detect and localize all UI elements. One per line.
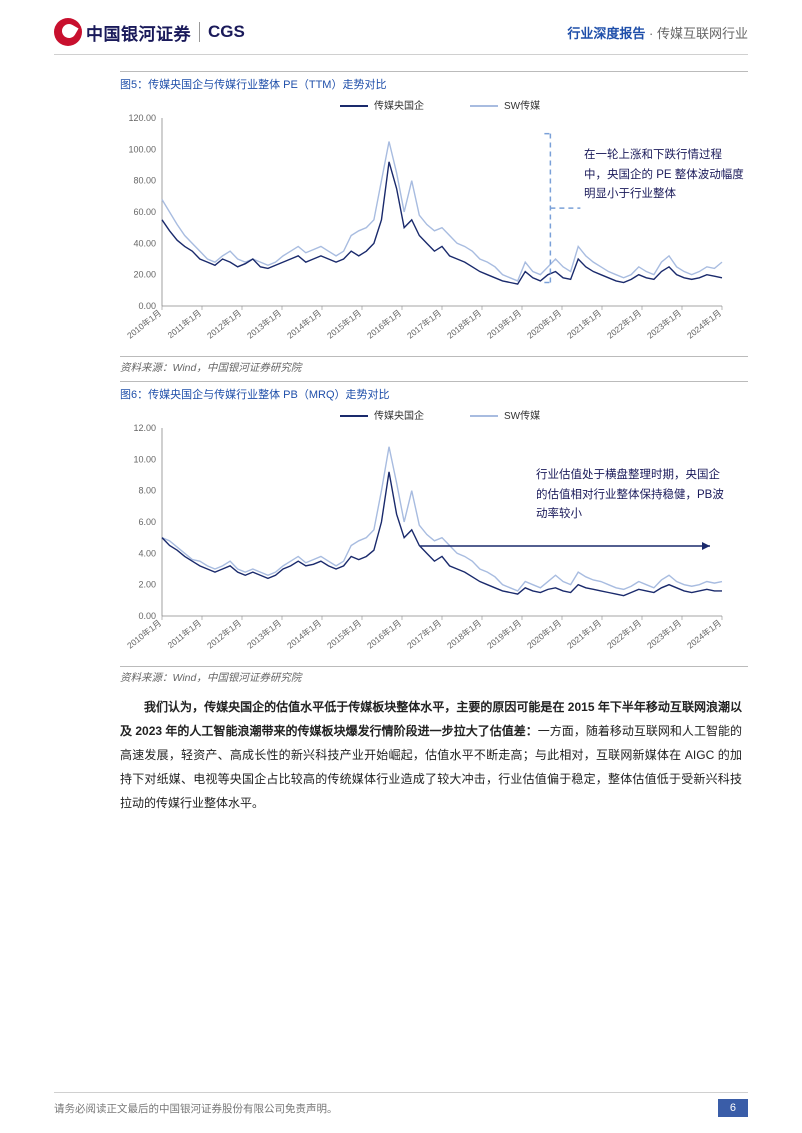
figure5-chart-wrap: 0.0020.0040.0060.0080.00100.00120.002010… (120, 94, 740, 354)
figure6-annotation: 行业估值处于横盘整理时期，央国企的估值相对行业整体保持稳健，PB波动率较小 (536, 466, 726, 525)
svg-text:2015年1月: 2015年1月 (325, 618, 363, 651)
svg-text:2018年1月: 2018年1月 (445, 618, 483, 651)
svg-text:2024年1月: 2024年1月 (685, 308, 723, 341)
svg-text:传媒央国企: 传媒央国企 (374, 409, 424, 422)
page: 中国银河证券 CGS 行业深度报告 · 传媒互联网行业 图5：传媒央国企与传媒行… (0, 0, 802, 1133)
svg-text:120.00: 120.00 (128, 113, 156, 123)
svg-text:12.00: 12.00 (133, 423, 156, 433)
figure5-title: 图5：传媒央国企与传媒行业整体 PE（TTM）走势对比 (120, 71, 748, 92)
logo-text-cn: 中国银河证券 (86, 20, 191, 45)
svg-text:2012年1月: 2012年1月 (205, 618, 243, 651)
figure6-chart-wrap: 0.002.004.006.008.0010.0012.002010年1月201… (120, 404, 740, 664)
svg-text:2024年1月: 2024年1月 (685, 618, 723, 651)
page-header: 中国银河证券 CGS 行业深度报告 · 传媒互联网行业 (0, 0, 802, 54)
svg-text:2017年1月: 2017年1月 (405, 618, 443, 651)
svg-text:2013年1月: 2013年1月 (245, 618, 283, 651)
svg-text:2015年1月: 2015年1月 (325, 308, 363, 341)
svg-text:2011年1月: 2011年1月 (166, 618, 204, 651)
svg-text:2016年1月: 2016年1月 (365, 308, 403, 341)
svg-text:100.00: 100.00 (128, 144, 156, 154)
svg-text:传媒央国企: 传媒央国企 (374, 99, 424, 112)
body-paragraph: 我们认为，传媒央国企的估值水平低于传媒板块整体水平，主要的原因可能是在 2015… (120, 695, 748, 815)
svg-text:2019年1月: 2019年1月 (485, 308, 523, 341)
svg-text:4.00: 4.00 (138, 548, 156, 558)
industry-name: 传媒互联网行业 (657, 26, 748, 41)
svg-text:60.00: 60.00 (133, 207, 156, 217)
footer-rule (54, 1092, 748, 1093)
svg-text:2018年1月: 2018年1月 (445, 308, 483, 341)
figure5-source: 资料来源：Wind，中国银河证券研究院 (120, 356, 748, 375)
svg-text:80.00: 80.00 (133, 176, 156, 186)
svg-text:2016年1月: 2016年1月 (365, 618, 403, 651)
figure5-chart: 0.0020.0040.0060.0080.00100.00120.002010… (120, 94, 740, 354)
footer-disclaimer: 请务必阅读正文最后的中国银河证券股份有限公司免责声明。 (54, 1101, 338, 1116)
svg-text:6.00: 6.00 (138, 517, 156, 527)
page-number: 6 (718, 1099, 748, 1117)
svg-text:2011年1月: 2011年1月 (166, 308, 204, 341)
svg-text:10.00: 10.00 (133, 454, 156, 464)
logo-text-en: CGS (208, 22, 245, 42)
svg-text:SW传媒: SW传媒 (504, 100, 540, 112)
logo-block: 中国银河证券 CGS (54, 18, 245, 46)
figure5-annotation: 在一轮上涨和下跌行情过程中，央国企的 PE 整体波动幅度明显小于行业整体 (584, 146, 744, 205)
svg-text:2023年1月: 2023年1月 (645, 308, 683, 341)
svg-text:2023年1月: 2023年1月 (645, 618, 683, 651)
svg-text:2014年1月: 2014年1月 (285, 618, 323, 651)
svg-text:2020年1月: 2020年1月 (525, 308, 563, 341)
footer-row: 请务必阅读正文最后的中国银河证券股份有限公司免责声明。 6 (54, 1099, 748, 1117)
svg-text:2010年1月: 2010年1月 (125, 618, 163, 651)
content-area: 图5：传媒央国企与传媒行业整体 PE（TTM）走势对比 0.0020.0040.… (0, 55, 802, 1133)
report-type: 行业深度报告 (567, 26, 645, 41)
svg-text:2013年1月: 2013年1月 (245, 308, 283, 341)
svg-text:2020年1月: 2020年1月 (525, 618, 563, 651)
figure6-title: 图6：传媒央国企与传媒行业整体 PB（MRQ）走势对比 (120, 381, 748, 402)
figure6-source: 资料来源：Wind，中国银河证券研究院 (120, 666, 748, 685)
svg-text:2022年1月: 2022年1月 (605, 618, 643, 651)
svg-text:40.00: 40.00 (133, 238, 156, 248)
header-sep: · (645, 26, 657, 41)
figure6-chart: 0.002.004.006.008.0010.0012.002010年1月201… (120, 404, 740, 664)
svg-text:8.00: 8.00 (138, 486, 156, 496)
svg-text:2022年1月: 2022年1月 (605, 308, 643, 341)
svg-text:2010年1月: 2010年1月 (125, 308, 163, 341)
svg-text:2014年1月: 2014年1月 (285, 308, 323, 341)
svg-text:2.00: 2.00 (138, 580, 156, 590)
svg-text:2021年1月: 2021年1月 (565, 618, 603, 651)
svg-text:20.00: 20.00 (133, 270, 156, 280)
svg-text:2019年1月: 2019年1月 (485, 618, 523, 651)
svg-text:SW传媒: SW传媒 (504, 410, 540, 422)
header-right: 行业深度报告 · 传媒互联网行业 (567, 23, 748, 42)
logo-divider (199, 22, 200, 42)
svg-text:2021年1月: 2021年1月 (565, 308, 603, 341)
svg-text:2017年1月: 2017年1月 (405, 308, 443, 341)
page-footer: 请务必阅读正文最后的中国银河证券股份有限公司免责声明。 6 (0, 1092, 802, 1117)
svg-text:2012年1月: 2012年1月 (205, 308, 243, 341)
logo-icon (54, 18, 82, 46)
